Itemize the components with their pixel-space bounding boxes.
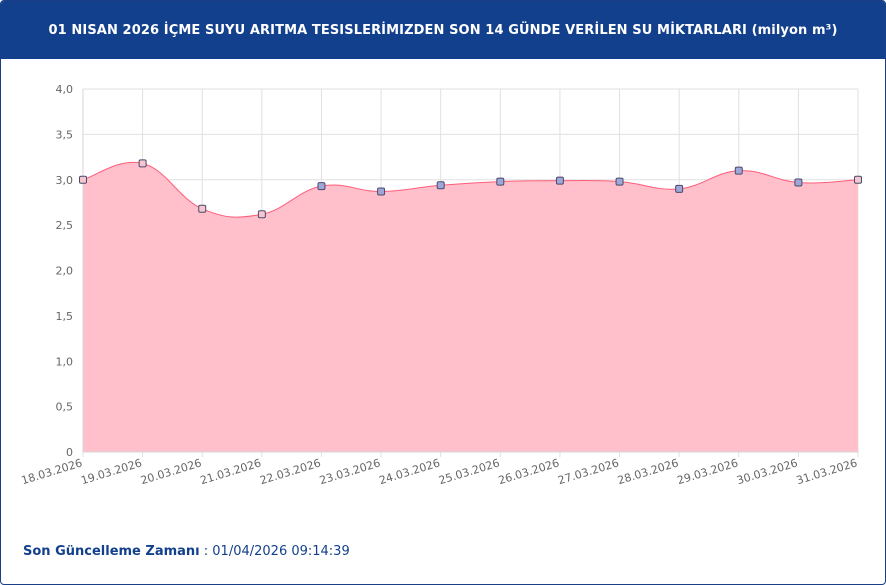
y-tick-label: 0 xyxy=(66,446,73,459)
x-tick-label: 23.03.2026 xyxy=(318,456,382,487)
data-point xyxy=(377,187,386,196)
data-point xyxy=(615,177,624,186)
x-tick-label: 21.03.2026 xyxy=(199,456,263,487)
chart-title: 01 NISAN 2026 İÇME SUYU ARITMA TESISLERİ… xyxy=(48,22,838,38)
data-point xyxy=(138,159,147,168)
y-tick-label: 2,0 xyxy=(56,265,74,278)
area-chart: 0 0,5 1,0 1,5 2,0 2,5 3,0 3,5 4,0 18.03.202619.03… xyxy=(20,83,862,487)
data-point xyxy=(198,204,207,213)
data-point xyxy=(675,184,684,193)
data-point xyxy=(317,182,326,191)
x-tick-label: 26.03.2026 xyxy=(497,456,561,487)
x-tick-label: 18.03.2026 xyxy=(20,456,84,487)
y-tick-label: 1,5 xyxy=(56,310,74,323)
data-point xyxy=(496,177,505,186)
data-point xyxy=(79,175,87,184)
chart-area: 0 0,5 1,0 1,5 2,0 2,5 3,0 3,5 4,0 18.03.2026 19.03… xyxy=(1,59,885,509)
x-tick-label: 29.03.2026 xyxy=(676,456,740,487)
data-point xyxy=(734,166,743,175)
x-tick-label: 25.03.2026 xyxy=(437,456,501,487)
x-tick-label: 30.03.2026 xyxy=(735,456,799,487)
x-tick-label: 28.03.2026 xyxy=(616,456,680,487)
y-tick-label: 3,5 xyxy=(56,128,74,141)
x-tick-label: 22.03.2026 xyxy=(258,456,322,487)
series-area xyxy=(83,162,858,452)
data-point xyxy=(555,176,564,185)
last-update-label: Son Güncelleme Zamanı xyxy=(23,544,200,559)
chart-header: 01 NISAN 2026 İÇME SUYU ARITMA TESISLERİ… xyxy=(1,1,885,59)
x-tick-label: 24.03.2026 xyxy=(378,456,442,487)
x-tick-label: 27.03.2026 xyxy=(556,456,620,487)
y-tick-label: 1,0 xyxy=(56,355,74,368)
data-point xyxy=(436,181,445,190)
y-tick-label: 2,5 xyxy=(56,219,74,232)
data-point xyxy=(257,210,266,219)
x-tick-label: 19.03.2026 xyxy=(79,456,143,487)
last-update: Son Güncelleme Zamanı : 01/04/2026 09:14… xyxy=(23,544,350,559)
data-point xyxy=(854,175,862,184)
last-update-value: 01/04/2026 09:14:39 xyxy=(212,544,350,559)
y-tick-label: 0,5 xyxy=(56,401,74,414)
y-tick-label: 3,0 xyxy=(56,174,74,187)
x-tick-label: 20.03.2026 xyxy=(139,456,203,487)
data-point xyxy=(794,178,803,187)
last-update-separator: : xyxy=(199,544,213,559)
y-tick-label: 4,0 xyxy=(56,83,74,96)
x-tick-label: 31.03.2026 xyxy=(795,456,859,487)
